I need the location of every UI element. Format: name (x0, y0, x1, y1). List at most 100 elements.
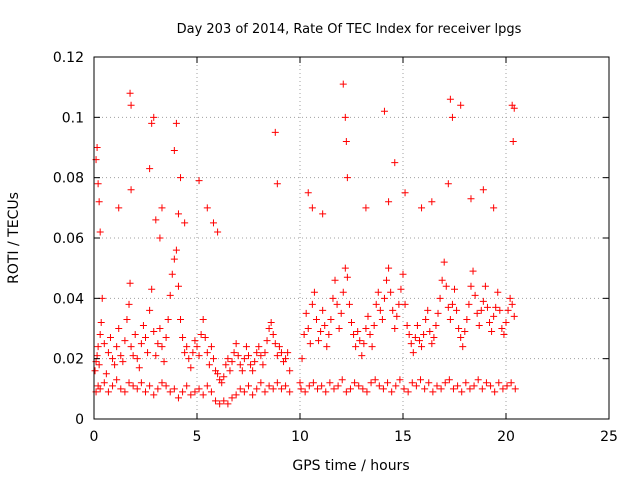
data-point (146, 382, 154, 390)
data-point (121, 337, 129, 345)
data-point (125, 300, 133, 308)
data-point (125, 379, 133, 387)
data-point (360, 340, 368, 348)
data-point (174, 210, 182, 218)
data-point (195, 352, 203, 360)
data-point (308, 300, 316, 308)
data-point (490, 312, 498, 320)
data-point (277, 385, 285, 393)
data-point (408, 379, 416, 387)
data-point (230, 349, 238, 357)
data-point (236, 385, 244, 393)
data-point (384, 379, 392, 387)
data-point (339, 80, 347, 88)
data-point (152, 352, 160, 360)
data-point (298, 355, 306, 363)
data-point (326, 379, 334, 387)
data-point (228, 394, 236, 402)
data-point (495, 379, 503, 387)
data-point (327, 315, 335, 323)
data-point (380, 294, 388, 302)
data-point (364, 312, 372, 320)
data-point (379, 385, 387, 393)
data-point (156, 325, 164, 332)
data-point (331, 276, 339, 284)
data-point (437, 385, 445, 393)
grid (94, 57, 609, 419)
data-point (104, 349, 112, 357)
data-point (314, 385, 322, 393)
data-point (117, 385, 125, 393)
data-point (506, 294, 514, 302)
data-point (309, 379, 317, 387)
data-point (137, 340, 145, 348)
data-point (508, 300, 516, 308)
data-point (234, 352, 242, 360)
data-point (212, 397, 220, 405)
data-point (222, 361, 230, 369)
data-point (232, 340, 240, 348)
data-point (207, 388, 215, 396)
data-point (257, 352, 265, 360)
data-point (479, 186, 487, 194)
y-tick-label: 0.04 (53, 291, 84, 307)
data-point (267, 318, 275, 326)
data-point (179, 388, 187, 396)
data-point (383, 276, 391, 284)
data-point (97, 318, 105, 326)
data-point (209, 355, 217, 363)
data-point (474, 376, 482, 384)
data-point (162, 382, 170, 390)
data-point (109, 382, 117, 390)
data-point (418, 343, 426, 351)
data-point (412, 382, 420, 390)
data-point (255, 343, 263, 351)
data-point (445, 376, 453, 384)
data-point (156, 234, 164, 242)
data-point (203, 204, 211, 212)
y-tick-label: 0.1 (62, 110, 84, 126)
data-point (301, 388, 309, 396)
data-point (158, 379, 166, 387)
data-point (187, 391, 195, 399)
data-point (93, 144, 101, 151)
x-tick-label: 5 (193, 429, 202, 445)
data-point (323, 343, 331, 351)
data-point (113, 376, 121, 384)
data-point (96, 228, 104, 236)
data-point (96, 331, 104, 339)
data-point (181, 349, 189, 357)
data-point (269, 385, 277, 393)
data-point (312, 315, 320, 323)
data-point (286, 388, 294, 396)
data-point (425, 379, 433, 387)
data-point (449, 385, 457, 393)
data-point (343, 174, 351, 182)
data-point (333, 300, 341, 308)
data-point (133, 385, 141, 393)
data-point (306, 340, 314, 348)
data-point (415, 337, 423, 345)
data-point (483, 303, 491, 311)
x-tick-label: 20 (497, 429, 515, 445)
data-point (462, 379, 470, 387)
data-point (137, 379, 145, 387)
data-point (142, 388, 149, 396)
data-point (479, 297, 487, 305)
data-point (253, 385, 261, 393)
data-point (115, 204, 123, 212)
data-point (481, 282, 489, 290)
data-point (490, 204, 498, 212)
data-point (247, 361, 255, 369)
data-point (451, 285, 458, 293)
data-point (448, 300, 456, 308)
data-point (405, 331, 413, 339)
data-point (337, 309, 345, 317)
data-point (282, 355, 290, 363)
data-point (392, 382, 400, 390)
data-point (174, 394, 182, 402)
data-point (341, 113, 349, 121)
data-point (152, 216, 160, 224)
data-point (393, 312, 401, 320)
data-point (400, 385, 408, 393)
